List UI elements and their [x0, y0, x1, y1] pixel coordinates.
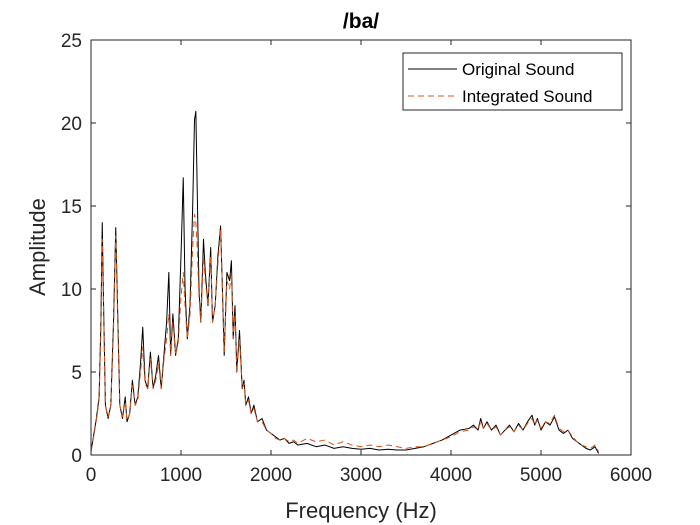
chart-title: /ba/ [343, 10, 379, 33]
x-tick-label: 2000 [250, 465, 292, 486]
x-axis-label: Frequency (Hz) [285, 498, 437, 523]
ticks-group: 0 1000 2000 3000 4000 5000 6000 0 5 10 15 20 25 [61, 31, 652, 486]
y-tick-label: 5 [71, 363, 82, 384]
y-tick-label: 0 [71, 446, 82, 467]
x-tick-label: 3000 [340, 465, 382, 486]
x-tick-label: 6000 [610, 465, 652, 486]
legend-label-integrated: Integrated Sound [462, 87, 592, 106]
y-tick-label: 20 [61, 114, 82, 135]
series-group [90, 110, 600, 454]
x-tick-label: 4000 [430, 465, 472, 486]
y-axis-label: Amplitude [25, 198, 50, 296]
series-line-integrated-sound [90, 213, 600, 452]
legend-box [402, 52, 623, 111]
legend-label-original: Original Sound [462, 60, 574, 79]
x-tick-label: 1000 [160, 465, 202, 486]
x-tick-label: 0 [86, 465, 97, 486]
x-tick-label: 5000 [520, 465, 562, 486]
y-tick-label: 25 [61, 31, 82, 52]
y-tick-label: 15 [61, 197, 82, 218]
y-tick-label: 10 [61, 280, 82, 301]
legend: Original Sound Integrated Sound [402, 52, 623, 111]
